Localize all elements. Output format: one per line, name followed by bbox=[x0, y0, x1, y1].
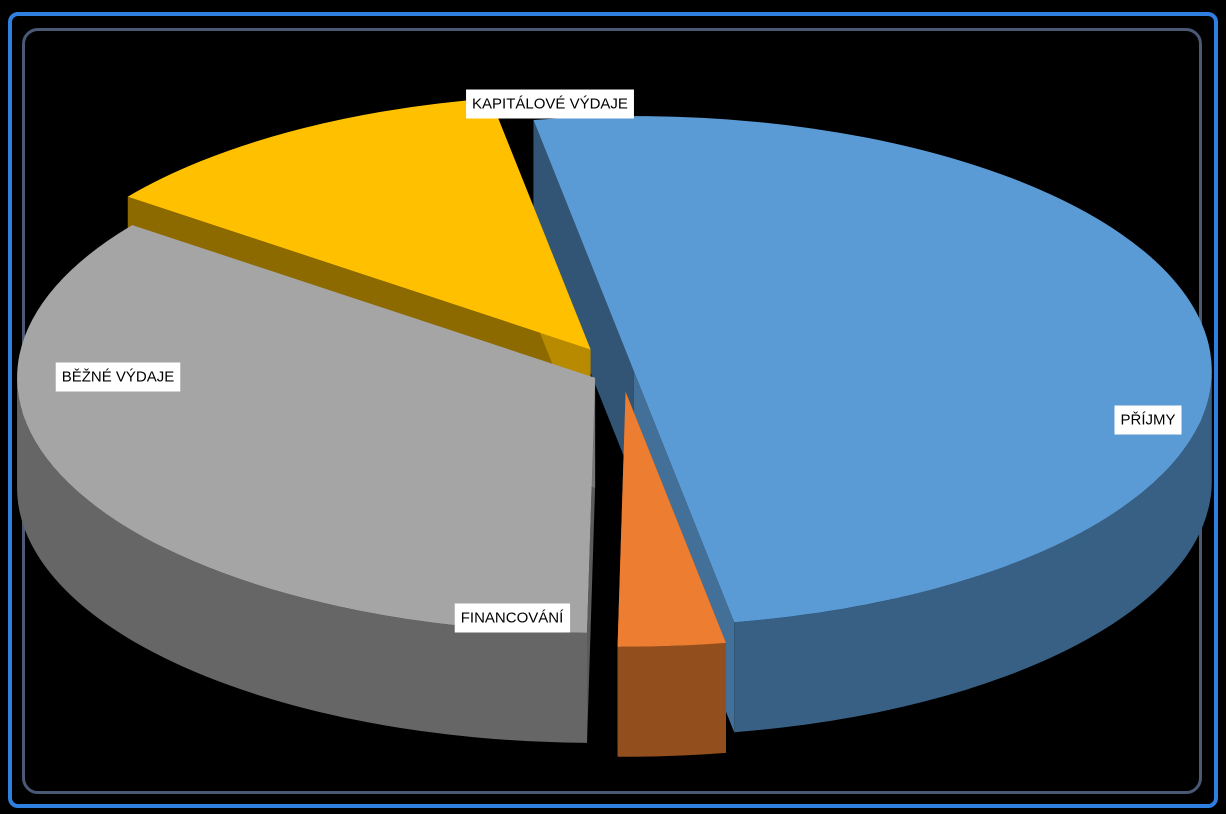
data-label-0: PŘÍJMY bbox=[1114, 405, 1182, 435]
data-label-3: KAPITÁLOVÉ VÝDAJE bbox=[466, 89, 634, 119]
data-label-text-0: PŘÍJMY bbox=[1120, 412, 1175, 429]
slice-0 bbox=[533, 116, 1212, 623]
slice-2 bbox=[17, 225, 596, 633]
data-label-text-1: FINANCOVÁNÍ bbox=[461, 610, 564, 627]
chart-frame-outer bbox=[8, 12, 1218, 808]
slice-1 bbox=[617, 391, 726, 647]
slice-3 bbox=[127, 98, 591, 350]
data-label-text-2: BĚŽNÉ VÝDAJE bbox=[62, 369, 175, 386]
data-label-1: FINANCOVÁNÍ bbox=[454, 603, 571, 633]
data-label-text-3: KAPITÁLOVÉ VÝDAJE bbox=[472, 96, 628, 113]
data-label-2: BĚŽNÉ VÝDAJE bbox=[55, 362, 181, 392]
